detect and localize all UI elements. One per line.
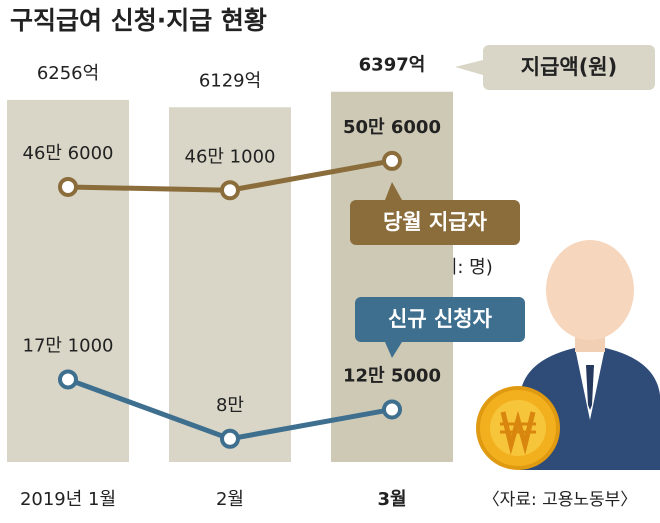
person-tie — [586, 365, 594, 410]
legend-label: 당월 지급자 — [383, 210, 488, 234]
value-label: 12만 5000 — [343, 365, 441, 386]
legend-tail — [455, 60, 483, 75]
legend-label: 신규 신청자 — [388, 307, 493, 331]
won-icon — [500, 410, 536, 455]
x-tick-label: 2월 — [216, 489, 244, 510]
source: 〈자료: 고용노동부〉 — [483, 490, 638, 510]
point — [220, 180, 240, 201]
point — [58, 176, 78, 197]
legend-tail — [385, 342, 402, 358]
value-label: 50만 6000 — [343, 117, 441, 138]
value-label: 46만 6000 — [23, 143, 114, 164]
legend-box — [355, 297, 525, 342]
chart-title: 구직급여 신청·지급 현황 — [10, 6, 267, 35]
point — [382, 399, 402, 420]
legend-tail — [385, 182, 402, 200]
value-label: 17만 1000 — [23, 335, 114, 356]
illustration — [476, 240, 660, 470]
x-tick-label: 3월 — [377, 489, 406, 510]
x-tick-label: 2019년 1월 — [20, 489, 116, 510]
value-label: 6256억 — [37, 63, 99, 84]
point — [382, 150, 402, 171]
value-label: 6129억 — [199, 70, 261, 91]
bar — [7, 99, 129, 462]
value-label: 8만 — [216, 395, 244, 416]
value-label: 6397억 — [359, 55, 426, 76]
point — [58, 369, 78, 390]
legend-label: 지급액(원) — [521, 55, 617, 79]
bar — [169, 107, 291, 462]
legend-box — [350, 200, 520, 245]
point — [220, 428, 240, 449]
legend-box — [483, 45, 655, 90]
person-head — [546, 240, 634, 340]
value-label: 46만 1000 — [185, 146, 276, 167]
